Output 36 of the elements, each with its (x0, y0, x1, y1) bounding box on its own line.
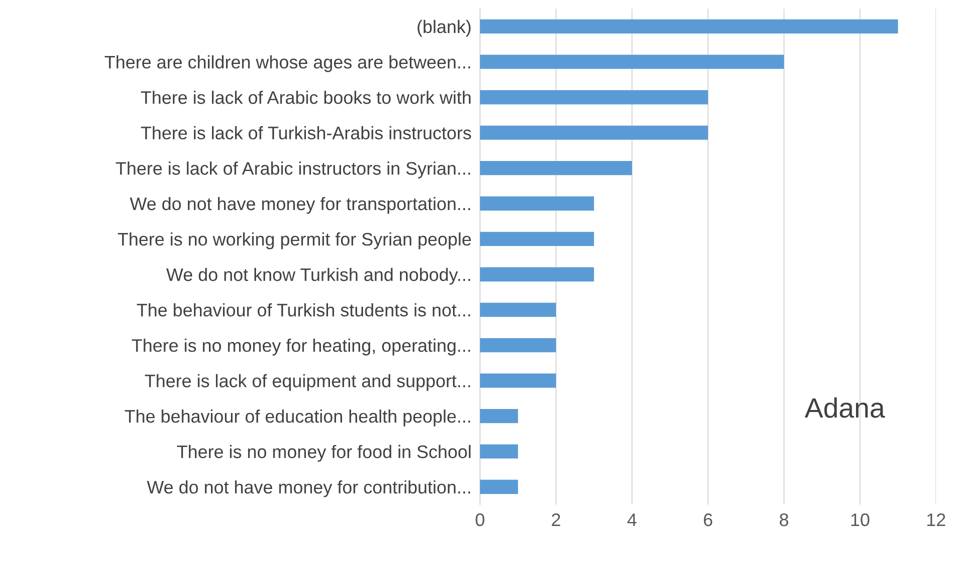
x-tick-label: 0 (476, 513, 484, 526)
bar (480, 302, 556, 317)
y-tick-label: There is no money for heating, operating... (132, 338, 470, 356)
x-tick-label: 8 (780, 513, 788, 526)
y-tick-label: We do not have money for contribution... (146, 480, 470, 498)
y-tick-label: There is lack of Arabic books to work with (140, 90, 471, 104)
y-tick-label: There is lack of Turkish-Arabis instructors (140, 126, 472, 140)
bar (480, 126, 708, 140)
bar (480, 267, 594, 282)
y-tick-label: There are children whose ages are between... (104, 55, 470, 72)
y-tick-label: We do not know Turkish and nobody... (166, 268, 470, 285)
y-tick-label: There is no working permit for Syrian people (118, 232, 471, 250)
x-tick-label: 12 (927, 513, 946, 526)
bar (480, 161, 632, 176)
x-tick-label: 10 (851, 513, 870, 526)
bar (480, 90, 708, 104)
bar (480, 196, 594, 211)
annotation: Adana (804, 397, 885, 418)
bar (480, 232, 594, 246)
y-tick-label: We do not have money for transportation... (130, 196, 470, 214)
bar (480, 408, 518, 424)
x-tick-label: 6 (704, 513, 712, 526)
bar (480, 338, 556, 352)
y-tick-label: There is lack of equipment and support... (144, 374, 470, 391)
y-tick-label: The behaviour of education health people... (124, 410, 470, 426)
bar (480, 480, 518, 494)
y-tick-label: (blank) (418, 20, 471, 37)
bar (480, 19, 898, 34)
y-tick-label: The behaviour of Turkish students is not... (136, 303, 470, 316)
bar (480, 374, 556, 388)
bar (480, 54, 784, 69)
y-tick-label: There is no money for food in School (177, 444, 470, 462)
bar (480, 444, 518, 459)
x-tick-label: 2 (552, 513, 560, 526)
x-tick-label: 4 (627, 514, 636, 526)
y-tick-label: There is lack of Arabic instructors in Syrian... (116, 162, 470, 178)
